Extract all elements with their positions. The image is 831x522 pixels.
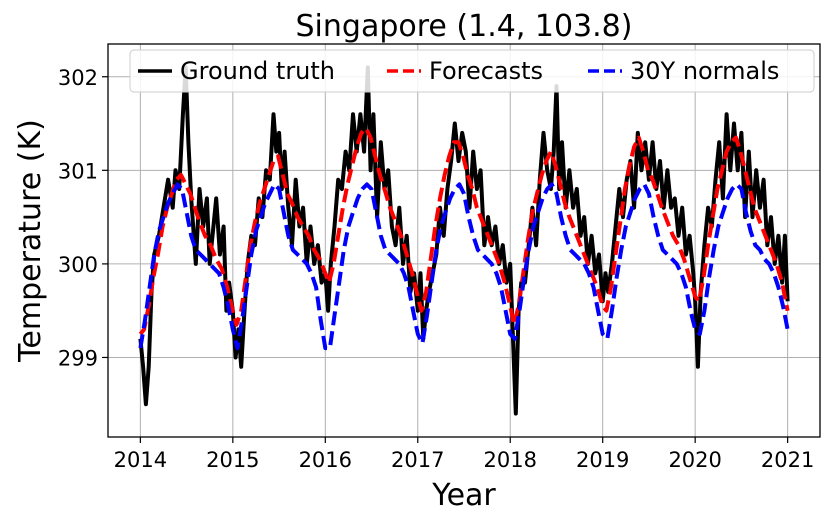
plot-frame [107,43,821,438]
y-tick-label: 299 [58,346,98,370]
series-line-30y-normals [138,182,790,351]
series-line-forecasts [138,126,790,336]
x-tick-label: 2020 [668,448,721,472]
y-tick-label: 300 [58,253,98,277]
axis-ticks: 2014 2015 2016 2017 2018 2019 2020 2021 299 300 30… [58,66,814,472]
legend-box [129,49,815,93]
x-axis-title: Year [431,478,496,513]
legend: Ground truth Forecasts 30Y normals [129,49,815,93]
x-tick-label: 2015 [206,448,259,472]
legend-label: 30Y normals [630,57,779,85]
legend-label: Forecasts [429,57,543,85]
y-tick-label: 301 [58,159,98,183]
chart-title: Singapore (1.4, 103.8) [296,9,633,44]
series-layer [138,65,790,416]
y-tick-label: 302 [58,66,98,90]
x-tick-label: 2016 [299,448,352,472]
legend-label: Ground truth [180,57,335,85]
y-axis-title: Temperature (K) [13,119,48,363]
x-tick-label: 2017 [391,448,444,472]
x-tick-label: 2018 [484,448,537,472]
x-tick-label: 2019 [576,448,629,472]
x-tick-label: 2014 [114,448,167,472]
x-tick-label: 2021 [761,448,814,472]
